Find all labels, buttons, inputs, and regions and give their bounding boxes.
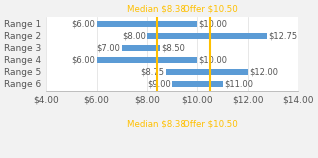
Text: $8.50: $8.50 bbox=[161, 43, 185, 52]
Text: Median $8.38: Median $8.38 bbox=[127, 120, 186, 129]
Text: $7.00: $7.00 bbox=[97, 43, 121, 52]
Text: $10.00: $10.00 bbox=[199, 19, 228, 28]
Text: $6.00: $6.00 bbox=[72, 55, 95, 64]
Text: $12.75: $12.75 bbox=[268, 31, 297, 40]
Text: $8.75: $8.75 bbox=[141, 67, 165, 76]
Bar bbox=[97, 21, 197, 27]
Bar bbox=[97, 57, 197, 63]
Text: Median $8.38: Median $8.38 bbox=[127, 4, 186, 13]
Text: $9.00: $9.00 bbox=[147, 79, 171, 88]
Bar bbox=[166, 69, 248, 75]
Text: $10.00: $10.00 bbox=[199, 55, 228, 64]
Text: Offer $10.50: Offer $10.50 bbox=[183, 4, 237, 13]
Text: $11.00: $11.00 bbox=[224, 79, 253, 88]
Text: Offer $10.50: Offer $10.50 bbox=[183, 120, 237, 129]
Bar bbox=[172, 81, 223, 87]
Bar bbox=[147, 33, 266, 39]
Text: $6.00: $6.00 bbox=[72, 19, 95, 28]
Text: $12.00: $12.00 bbox=[249, 67, 278, 76]
Text: $8.00: $8.00 bbox=[122, 31, 146, 40]
Bar bbox=[122, 45, 160, 51]
